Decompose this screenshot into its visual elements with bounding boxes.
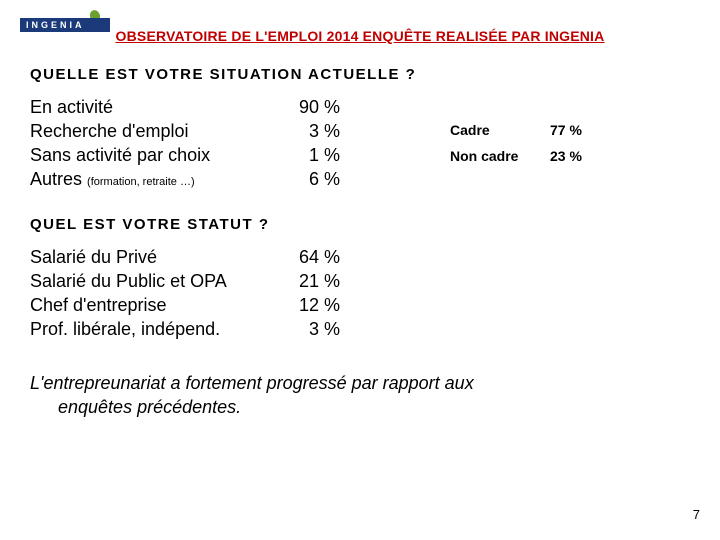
logo-bar: INGENIA: [20, 18, 110, 32]
q2-row-label: Prof. libérale, indépend.: [30, 317, 270, 341]
side-row: Cadre 77 %: [450, 117, 600, 143]
header: OBSERVATOIRE DE L'EMPLOI 2014 ENQUÊTE RE…: [30, 28, 690, 46]
q2-row-value: 3 %: [270, 317, 340, 341]
q1-row-value: 6 %: [270, 167, 340, 191]
side-row: Non cadre 23 %: [450, 143, 600, 169]
logo: INGENIA: [20, 18, 110, 40]
q1-row-value: 1 %: [270, 143, 340, 167]
q1-side-table: Cadre 77 % Non cadre 23 %: [450, 117, 600, 169]
q1-row-label: En activité: [30, 95, 270, 119]
side-value: 23 %: [550, 143, 600, 169]
footnote-line2: enquêtes précédentes.: [30, 395, 690, 419]
q2-row-label: Salarié du Privé: [30, 245, 270, 269]
header-title: OBSERVATOIRE DE L'EMPLOI 2014 ENQUÊTE RE…: [116, 28, 605, 44]
footnote-line1: L'entrepreunariat a fortement progressé …: [30, 373, 474, 393]
q1-row-value: 90 %: [270, 95, 340, 119]
q1-row-label: Autres (formation, retraite …): [30, 167, 270, 194]
question-2: QUEL EST VOTRE STATUT ?: [30, 216, 690, 233]
q2-labels: Salarié du Privé Salarié du Public et OP…: [30, 245, 270, 341]
section-situation: En activité Recherche d'emploi Sans acti…: [30, 95, 690, 194]
q1-row4-sub: (formation, retraite …): [87, 176, 195, 188]
side-label: Cadre: [450, 117, 550, 143]
side-value: 77 %: [550, 117, 600, 143]
side-label: Non cadre: [450, 143, 550, 169]
section-statut: Salarié du Privé Salarié du Public et OP…: [30, 245, 690, 341]
q1-row-label: Sans activité par choix: [30, 143, 270, 167]
q1-row-label: Recherche d'emploi: [30, 119, 270, 143]
q2-values: 64 % 21 % 12 % 3 %: [270, 245, 340, 341]
q1-values: 90 % 3 % 1 % 6 %: [270, 95, 340, 191]
q2-row-value: 64 %: [270, 245, 340, 269]
q1-labels: En activité Recherche d'emploi Sans acti…: [30, 95, 270, 194]
page-number: 7: [693, 507, 700, 522]
q2-row-label: Salarié du Public et OPA: [30, 269, 270, 293]
question-1: QUELLE EST VOTRE SITUATION ACTUELLE ?: [30, 66, 690, 83]
logo-text: INGENIA: [26, 18, 85, 32]
q1-row-value: 3 %: [270, 119, 340, 143]
q2-row-label: Chef d'entreprise: [30, 293, 270, 317]
q1-row4-main: Autres: [30, 169, 82, 189]
q2-row-value: 21 %: [270, 269, 340, 293]
q2-row-value: 12 %: [270, 293, 340, 317]
footnote: L'entrepreunariat a fortement progressé …: [30, 371, 690, 419]
